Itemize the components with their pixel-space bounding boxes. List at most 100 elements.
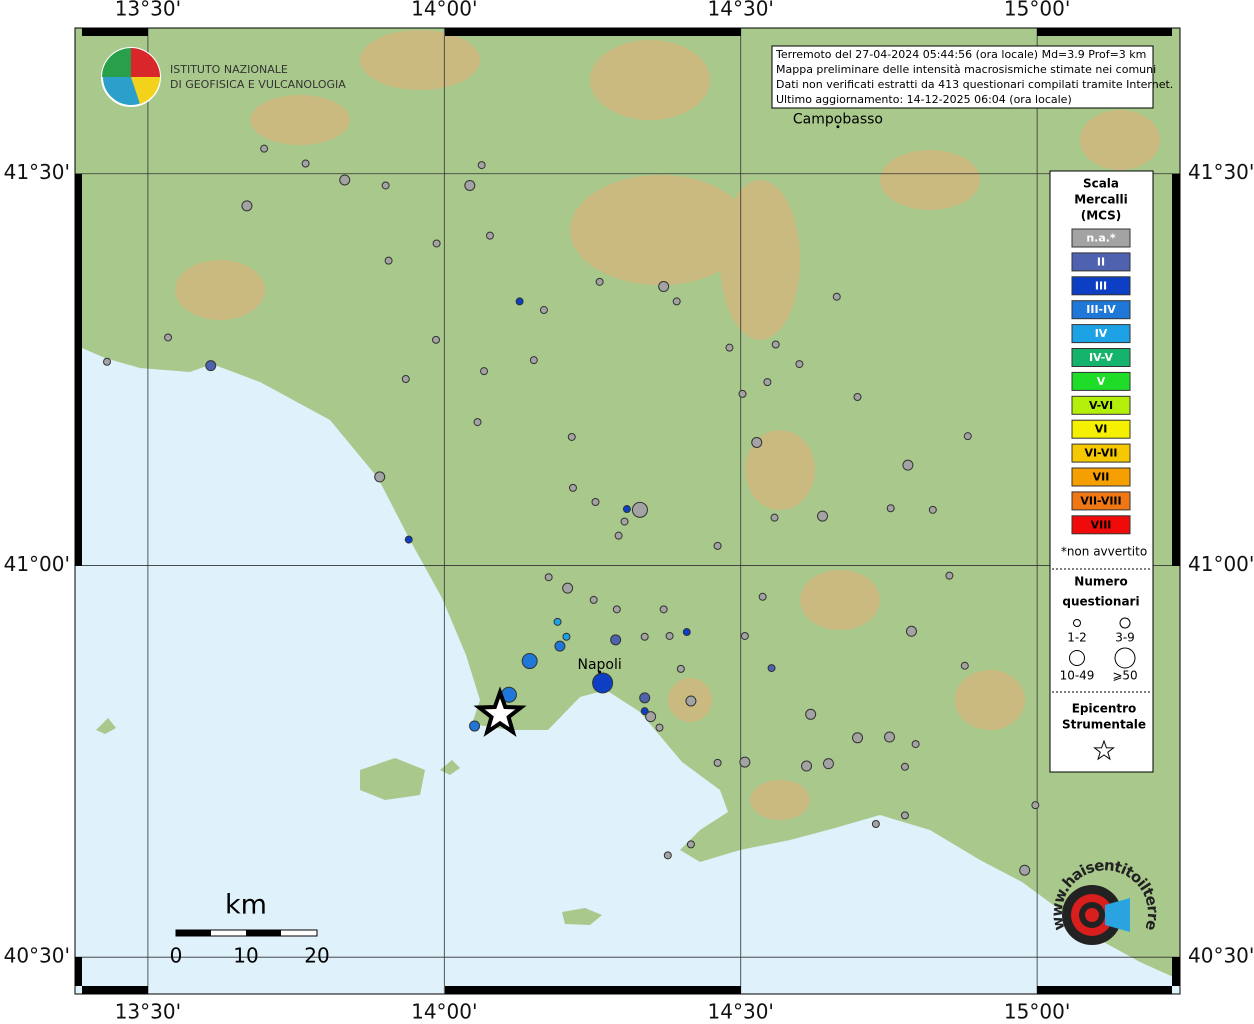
- legend-swatch: [1071, 395, 1131, 415]
- legend-title: Epicentro: [1072, 702, 1137, 716]
- lat-label: 41°30': [1188, 160, 1254, 184]
- felt-report: [902, 459, 914, 471]
- felt-report: [554, 640, 566, 652]
- felt-report: [676, 664, 685, 673]
- points: [103, 144, 1040, 876]
- felt-report: [1019, 864, 1031, 876]
- legend-swatch: [1071, 419, 1131, 439]
- felt-report: [404, 535, 413, 544]
- axis-labels: 13°30' 13°30' 14°00' 14°00' 14°30' 14°30' 15°0…: [4, 0, 1254, 1024]
- legend-swatch: [1071, 252, 1131, 272]
- felt-report: [758, 592, 767, 601]
- felt-report: [544, 573, 553, 582]
- graticule: [75, 28, 1180, 994]
- felt-report: [1031, 801, 1040, 810]
- felt-report: [805, 708, 817, 720]
- logo-line: ISTITUTO NAZIONALE: [170, 63, 288, 76]
- legend-swatch: [1071, 515, 1131, 535]
- felt-report: [659, 605, 668, 614]
- felt-report: [945, 571, 954, 580]
- legend-label: III-IV: [1086, 303, 1116, 316]
- legend-swatch: [1071, 491, 1131, 511]
- felt-report: [639, 692, 651, 704]
- felt-report: [464, 179, 476, 191]
- legend-label: V: [1097, 375, 1106, 388]
- felt-report: [713, 758, 722, 767]
- logo-line: DI GEOFISICA E VULCANOLOGIA: [170, 78, 346, 91]
- felt-report: [567, 432, 576, 441]
- legend-size-label: 1-2: [1067, 631, 1087, 645]
- scale-unit: km: [225, 890, 267, 921]
- legend-label: VI-VII: [1084, 447, 1117, 460]
- felt-report: [832, 292, 841, 301]
- island-ischia: [360, 758, 425, 800]
- sea: [75, 345, 1180, 994]
- island: [96, 718, 116, 734]
- legend-swatch: [1071, 371, 1131, 391]
- felt-report: [672, 297, 681, 306]
- felt-report: [900, 762, 909, 771]
- lat-label: 41°30': [4, 160, 70, 184]
- felt-report: [685, 695, 697, 707]
- lon-label: 14°30': [708, 1000, 774, 1024]
- lon-label: 14°30': [708, 0, 774, 21]
- legend-size: [1069, 650, 1085, 666]
- felt-report: [751, 436, 763, 448]
- legend-swatch: [1071, 228, 1131, 248]
- felt-report: [960, 661, 969, 670]
- legend-swatch: [1071, 300, 1131, 320]
- legend-title: Numero: [1074, 575, 1127, 589]
- felt-report: [905, 625, 917, 637]
- felt-report: [595, 277, 604, 286]
- city-label: Napoli: [577, 657, 621, 673]
- felt-report: [301, 159, 310, 168]
- felt-report: [963, 432, 972, 441]
- felt-report: [911, 740, 920, 749]
- info-box: Terremoto del 27-04-2024 05:44:56 (ora l…: [771, 45, 1173, 109]
- legend-swatch: [1071, 443, 1131, 463]
- felt-report: [401, 374, 410, 383]
- felt-report: [665, 631, 674, 640]
- basemap: [75, 28, 1180, 994]
- info-line: Dati non verificati estratti da 413 ques…: [776, 78, 1173, 91]
- felt-report: [900, 811, 909, 820]
- lon-label: 13°30': [115, 1000, 181, 1024]
- felt-report: [381, 181, 390, 190]
- felt-report: [205, 360, 217, 372]
- legend-size-label: ⩾50: [1112, 669, 1137, 683]
- felt-report: [725, 343, 734, 352]
- lat-label: 40°30': [1188, 944, 1254, 968]
- felt-report: [640, 632, 649, 641]
- felt-report: [592, 672, 614, 694]
- felt-report: [622, 505, 631, 514]
- felt-report: [610, 634, 622, 646]
- felt-report: [686, 840, 695, 849]
- felt-report: [682, 628, 691, 637]
- legend-label: IV-V: [1089, 351, 1114, 364]
- relief: [175, 30, 1160, 820]
- legend-title: (MCS): [1081, 209, 1122, 223]
- felt-report: [928, 505, 937, 514]
- felt-report: [852, 732, 864, 744]
- city-dot: [836, 125, 840, 129]
- felt-report: [374, 471, 386, 483]
- felt-report: [886, 504, 895, 513]
- legend-note: *non avvertito: [1061, 545, 1147, 559]
- lon-label: 15°00': [1004, 1000, 1070, 1024]
- lat-label: 40°30': [4, 944, 70, 968]
- legend-label: V-VI: [1089, 399, 1113, 412]
- legend-title: questionari: [1062, 595, 1139, 609]
- info-line: Mappa preliminare delle intensità macros…: [776, 63, 1156, 76]
- legend: ScalaMercalli(MCS)n.a.*IIIIIIII-IVIVIV-V…: [1049, 170, 1154, 773]
- info-line: Ultimo aggiornamento: 14-12-2025 06:04 (…: [776, 93, 1072, 106]
- felt-report: [771, 340, 780, 349]
- felt-report: [640, 707, 649, 716]
- frame-bars: [75, 28, 1180, 994]
- ingv-logo: ISTITUTO NAZIONALE DI GEOFISICA E VULCAN…: [101, 47, 346, 107]
- legend-title: Scala: [1083, 177, 1119, 191]
- legend-label: n.a.*: [1086, 232, 1116, 245]
- felt-report: [539, 306, 548, 315]
- legend-label: VII-VIII: [1080, 494, 1121, 507]
- legend-label: II: [1097, 255, 1105, 268]
- felt-report: [103, 357, 112, 366]
